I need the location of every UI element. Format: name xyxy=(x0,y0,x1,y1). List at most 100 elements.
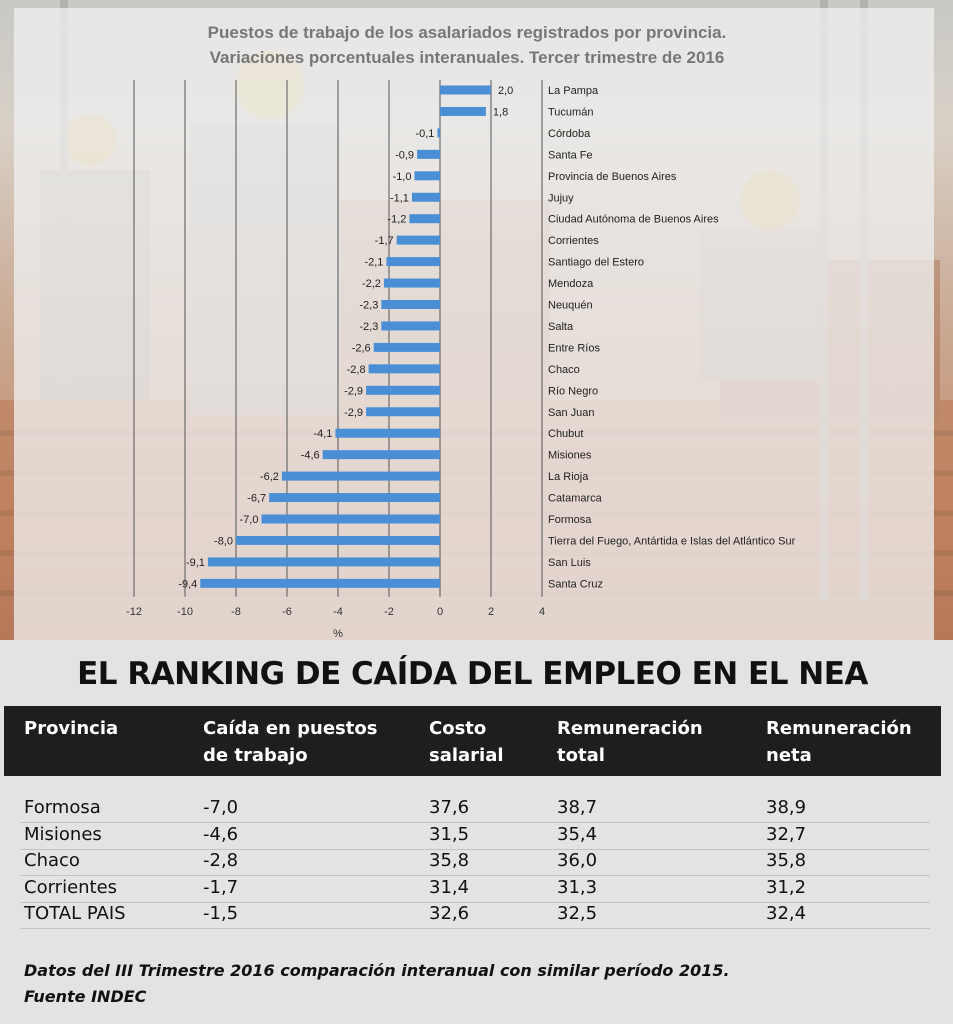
bar xyxy=(396,235,440,245)
table-cell: 35,8 xyxy=(429,850,470,872)
bar xyxy=(322,450,440,460)
table-cell: -2,8 xyxy=(203,850,239,872)
bar xyxy=(381,300,440,309)
bar xyxy=(409,214,440,224)
table-cell: 32,5 xyxy=(557,903,598,925)
category-label: Jujuy xyxy=(548,192,574,204)
category-label: San Luis xyxy=(548,557,591,569)
bar xyxy=(383,278,440,288)
category-label: Neuquén xyxy=(548,300,593,312)
bar-value-label: -2,9 xyxy=(344,385,363,397)
bar xyxy=(269,493,440,503)
bar xyxy=(417,149,440,159)
category-label: Santa Cruz xyxy=(548,578,603,590)
category-label: La Pampa xyxy=(548,85,599,97)
bar xyxy=(440,106,486,116)
bar xyxy=(236,535,440,545)
category-label: La Rioja xyxy=(548,471,589,483)
bar xyxy=(437,128,440,138)
category-label: Misiones xyxy=(548,450,592,462)
category-label: Río Negro xyxy=(548,385,598,397)
bar-value-label: -7,0 xyxy=(240,514,259,526)
table-cell: 35,4 xyxy=(557,823,598,845)
category-label: Mendoza xyxy=(548,278,594,290)
category-label: Tierra del Fuego, Antártida e Islas del … xyxy=(548,535,796,547)
bar xyxy=(281,471,440,481)
column-header-costo-salarial: Costo salarial xyxy=(429,718,504,766)
table-cell: Formosa xyxy=(24,797,101,818)
chart-panel: Puestos de trabajo de los asalariados re… xyxy=(0,0,953,640)
ranking-title: EL RANKING DE CAÍDA DEL EMPLEO EN EL NEA xyxy=(77,656,868,692)
category-label: Santa Fe xyxy=(548,149,593,161)
x-tick-label: 4 xyxy=(539,606,545,618)
bar-value-label: -8,0 xyxy=(214,535,233,547)
table-cell: -4,6 xyxy=(203,823,239,845)
table-cell: 32,6 xyxy=(429,903,470,925)
category-label: Tucumán xyxy=(548,106,593,118)
table-cell: 35,8 xyxy=(766,850,807,872)
x-tick-label: -10 xyxy=(177,606,193,618)
bar-value-label: -4,1 xyxy=(313,428,332,440)
bar xyxy=(414,171,440,181)
bar-value-label: -4,6 xyxy=(301,450,320,462)
bar-value-label: -1,1 xyxy=(390,192,409,204)
bar-value-label: -2,1 xyxy=(364,257,383,269)
category-label: San Juan xyxy=(548,407,594,419)
table-cell: 31,4 xyxy=(429,876,470,898)
bar xyxy=(366,385,440,395)
x-tick-label: 0 xyxy=(437,606,443,618)
table-cell: 38,7 xyxy=(557,797,598,818)
bar-value-label: -2,3 xyxy=(359,300,378,312)
table-row: Formosa -7,0 37,6 38,7 38,9 xyxy=(20,796,930,823)
category-label: Catamarca xyxy=(548,493,603,505)
table-cell: 36,0 xyxy=(557,850,598,872)
x-axis-label: % xyxy=(333,628,343,640)
table-row: Misiones -4,6 31,5 35,4 32,7 xyxy=(20,823,930,850)
x-tick-label: -12 xyxy=(126,606,142,618)
ranking-section: EL RANKING DE CAÍDA DEL EMPLEO EN EL NEA… xyxy=(0,640,953,1024)
category-label: Santiago del Estero xyxy=(548,257,644,269)
bar-value-label: -0,1 xyxy=(415,128,434,140)
chart-title-line-2: Variaciones porcentuales interanuales. T… xyxy=(210,48,725,67)
bar-value-label: -2,6 xyxy=(352,342,371,354)
bar-value-label: 1,8 xyxy=(493,106,508,118)
column-header-provincia: Provincia xyxy=(24,718,119,739)
table-cell: 32,4 xyxy=(766,903,807,925)
bar-value-label: -6,7 xyxy=(247,493,266,505)
bar-value-label: -2,3 xyxy=(359,321,378,333)
bar-value-label: -2,9 xyxy=(344,407,363,419)
x-tick-label: -6 xyxy=(282,606,292,618)
table-row: Corrientes -1,7 31,4 31,3 31,2 xyxy=(20,876,930,903)
bar xyxy=(200,578,440,588)
bar-value-label: -6,2 xyxy=(260,471,279,483)
bar xyxy=(440,85,491,95)
column-header-caida: Caída en puestos de trabajo xyxy=(203,718,378,766)
chart-title-line-1: Puestos de trabajo de los asalariados re… xyxy=(208,23,727,42)
table-cell: 31,3 xyxy=(557,876,598,898)
x-tick-label: 2 xyxy=(488,606,494,618)
table-cell: Chaco xyxy=(24,850,80,872)
bar-value-label: -9,4 xyxy=(178,578,197,590)
table-row: TOTAL PAIS -1,5 32,6 32,5 32,4 xyxy=(20,902,930,930)
category-label: Entre Ríos xyxy=(548,342,600,354)
bar-chart: Puestos de trabajo de los asalariados re… xyxy=(126,23,796,640)
table-cell: -1,7 xyxy=(203,876,239,898)
category-label: Provincia de Buenos Aires xyxy=(548,171,677,183)
bar xyxy=(335,428,440,438)
bar-value-label: -2,8 xyxy=(347,364,366,376)
category-label: Chubut xyxy=(548,428,583,440)
category-label: Formosa xyxy=(548,514,592,526)
bar xyxy=(366,407,440,417)
bar xyxy=(381,321,440,331)
footnote: Datos del III Trimestre 2016 comparación… xyxy=(24,958,730,1010)
table-row: Chaco -2,8 35,8 36,0 35,8 xyxy=(20,849,930,877)
table-cell: -1,5 xyxy=(203,903,239,925)
category-label: Chaco xyxy=(548,364,580,376)
bar xyxy=(373,342,440,352)
x-tick-label: -4 xyxy=(333,606,343,618)
bar-value-label: -9,1 xyxy=(186,557,205,569)
table-cell: Misiones xyxy=(24,823,102,845)
bar xyxy=(411,192,440,202)
bar-value-label: -1,7 xyxy=(375,235,394,247)
footnote-line-1: Datos del III Trimestre 2016 comparación… xyxy=(24,961,730,980)
